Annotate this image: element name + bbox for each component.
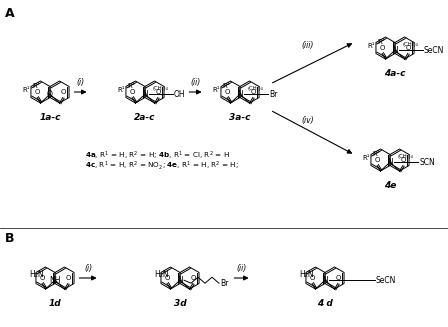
Text: (CH₂)₄: (CH₂)₄ — [403, 42, 419, 47]
Text: R²: R² — [128, 83, 135, 89]
Text: NH: NH — [49, 276, 61, 285]
Text: 4a-c: 4a-c — [384, 69, 406, 78]
Text: (iii): (iii) — [302, 41, 314, 50]
Text: O: O — [39, 276, 45, 282]
Text: 3d: 3d — [174, 299, 186, 308]
Text: O: O — [335, 276, 340, 282]
Text: 3a-c: 3a-c — [229, 113, 251, 122]
Text: O: O — [190, 276, 195, 282]
Text: O: O — [129, 90, 135, 95]
Text: B: B — [5, 232, 14, 245]
Text: O: O — [400, 158, 405, 164]
Text: R¹: R¹ — [117, 88, 125, 94]
Text: SeCN: SeCN — [424, 46, 444, 55]
Text: (ii): (ii) — [190, 78, 201, 87]
Text: O: O — [310, 276, 315, 282]
Text: R¹: R¹ — [212, 88, 220, 94]
Text: 2a-c: 2a-c — [134, 113, 156, 122]
Text: O: O — [250, 90, 255, 95]
Text: R²: R² — [378, 39, 385, 45]
Text: (i): (i) — [84, 264, 92, 273]
Text: (CH₂)₄: (CH₂)₄ — [153, 86, 169, 91]
Text: O: O — [65, 276, 70, 282]
Text: (CH₂)₄: (CH₂)₄ — [398, 154, 414, 159]
Text: N: N — [392, 46, 398, 55]
Text: Br: Br — [269, 90, 277, 99]
Text: SeCN: SeCN — [376, 276, 396, 285]
Text: R¹: R¹ — [22, 88, 30, 94]
Text: N: N — [322, 276, 328, 285]
Text: R²: R² — [223, 83, 230, 89]
Text: 1a-c: 1a-c — [39, 113, 61, 122]
Text: 4e: 4e — [384, 181, 396, 190]
Text: (i): (i) — [77, 78, 85, 87]
Text: 1d: 1d — [49, 299, 61, 308]
Text: H₂N: H₂N — [29, 270, 43, 279]
Text: O: O — [47, 90, 53, 99]
Text: R²: R² — [33, 83, 40, 89]
Text: N: N — [177, 276, 183, 285]
Text: N: N — [237, 90, 243, 99]
Text: O: O — [164, 276, 170, 282]
Text: R¹: R¹ — [367, 43, 375, 49]
Text: Br: Br — [220, 279, 228, 288]
Text: O: O — [405, 45, 410, 51]
Text: R²: R² — [373, 151, 380, 157]
Text: N: N — [387, 158, 393, 167]
Text: H₂N: H₂N — [154, 270, 168, 279]
Text: (CH₂)₄: (CH₂)₄ — [248, 86, 264, 91]
Text: $\bf{4c}$, R$^1$ = H, R$^2$ = NO$_2$; $\bf{4e}$, R$^1$ = H, R$^2$ = H;: $\bf{4c}$, R$^1$ = H, R$^2$ = NO$_2$; $\… — [85, 159, 239, 171]
Text: A: A — [5, 7, 15, 20]
Text: O: O — [379, 45, 385, 51]
Text: R¹: R¹ — [362, 156, 370, 162]
Text: O: O — [375, 158, 380, 164]
Text: (ii): (ii) — [237, 264, 247, 273]
Text: H₂N: H₂N — [299, 270, 314, 279]
Text: 4 d: 4 d — [317, 299, 333, 308]
Text: O: O — [34, 90, 40, 95]
Text: O: O — [155, 90, 160, 95]
Text: O: O — [60, 90, 65, 95]
Text: (iv): (iv) — [302, 116, 314, 125]
Text: N: N — [142, 90, 148, 99]
Text: OH: OH — [174, 90, 185, 99]
Text: SCN: SCN — [419, 158, 435, 167]
Text: $\bf{4a}$, R$^1$ = H, R$^2$ = H; $\bf{4b}$, R$^1$ = Cl, R$^2$ = H: $\bf{4a}$, R$^1$ = H, R$^2$ = H; $\bf{4b… — [85, 150, 230, 162]
Text: O: O — [224, 90, 230, 95]
